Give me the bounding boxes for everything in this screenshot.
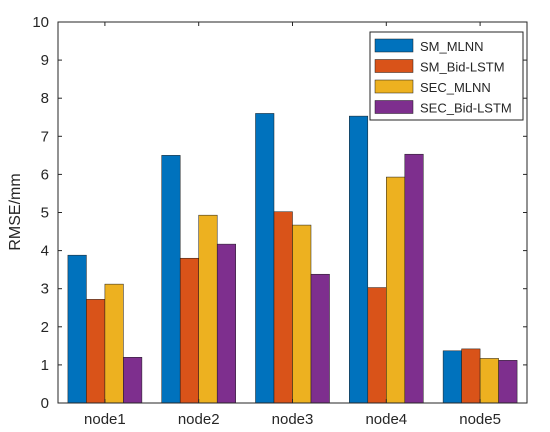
legend-label: SEC_MLNN	[420, 80, 491, 95]
bar-SEC_MLNN-node5	[479, 358, 499, 404]
bar-SM_MLNN-node3	[255, 113, 275, 404]
y-tick-label: 6	[41, 166, 49, 183]
bar-SEC_Bid-LSTM-node4	[404, 153, 424, 404]
bar-SM_MLNN-node1	[67, 254, 87, 404]
y-tick-label: 5	[41, 205, 49, 222]
y-tick-label: 9	[41, 52, 49, 69]
y-tick-label: 3	[41, 281, 49, 298]
bars-layer	[67, 113, 518, 404]
bar-SEC_MLNN-node4	[386, 176, 406, 404]
bar-SM_Bid-LSTM-node1	[86, 299, 106, 404]
legend-swatch	[374, 79, 414, 94]
legend-label: SEC_Bid-LSTM	[420, 101, 512, 116]
y-tick-label: 10	[32, 14, 49, 31]
bar-SEC_MLNN-node2	[198, 214, 218, 404]
legend-swatch	[374, 59, 414, 73]
y-tick-label: 7	[41, 128, 49, 145]
x-tick-label: node2	[178, 411, 220, 428]
bar-SEC_Bid-LSTM-node2	[216, 243, 236, 404]
y-tick-label: 8	[41, 90, 49, 107]
bar-SM_Bid-LSTM-node5	[461, 348, 481, 404]
x-tick-label: node3	[272, 411, 314, 428]
bar-SEC_MLNN-node3	[292, 224, 312, 404]
legend-label: SM_MLNN	[420, 39, 484, 54]
legend: SM_MLNN SM_Bid-LSTM SEC_MLNN SEC_Bid-LSTM	[369, 31, 524, 121]
legend-label: SM_Bid-LSTM	[420, 60, 505, 75]
x-tick-label: node5	[459, 411, 501, 428]
bar-SM_Bid-LSTM-node2	[179, 257, 199, 404]
bar-SEC_Bid-LSTM-node3	[310, 273, 330, 404]
bar-SM_MLNN-node4	[349, 115, 369, 404]
x-tick-label: node1	[84, 411, 126, 428]
ticks-layer: node1 node2 node3 node4 node5 0 1 2 3 4 5 6 7 8 9 10	[32, 14, 527, 428]
bar-SM_MLNN-node5	[442, 350, 462, 404]
x-tick-label: node4	[365, 411, 407, 428]
bar-SM_MLNN-node2	[161, 155, 181, 404]
y-axis-label: RMSE/mm	[7, 173, 24, 250]
bar-SEC_Bid-LSTM-node5	[498, 360, 518, 404]
y-tick-label: 1	[41, 357, 49, 374]
bar-SM_Bid-LSTM-node3	[273, 211, 293, 404]
bar-SEC_MLNN-node1	[104, 283, 124, 404]
y-tick-label: 2	[41, 319, 49, 336]
plot-frame	[57, 21, 528, 404]
y-tick-label: 0	[41, 395, 49, 412]
legend-swatch	[374, 38, 414, 53]
y-tick-label: 4	[41, 243, 49, 260]
bar-SM_Bid-LSTM-node4	[367, 287, 387, 404]
bar-SEC_Bid-LSTM-node1	[123, 357, 143, 404]
legend-swatch	[374, 100, 414, 114]
